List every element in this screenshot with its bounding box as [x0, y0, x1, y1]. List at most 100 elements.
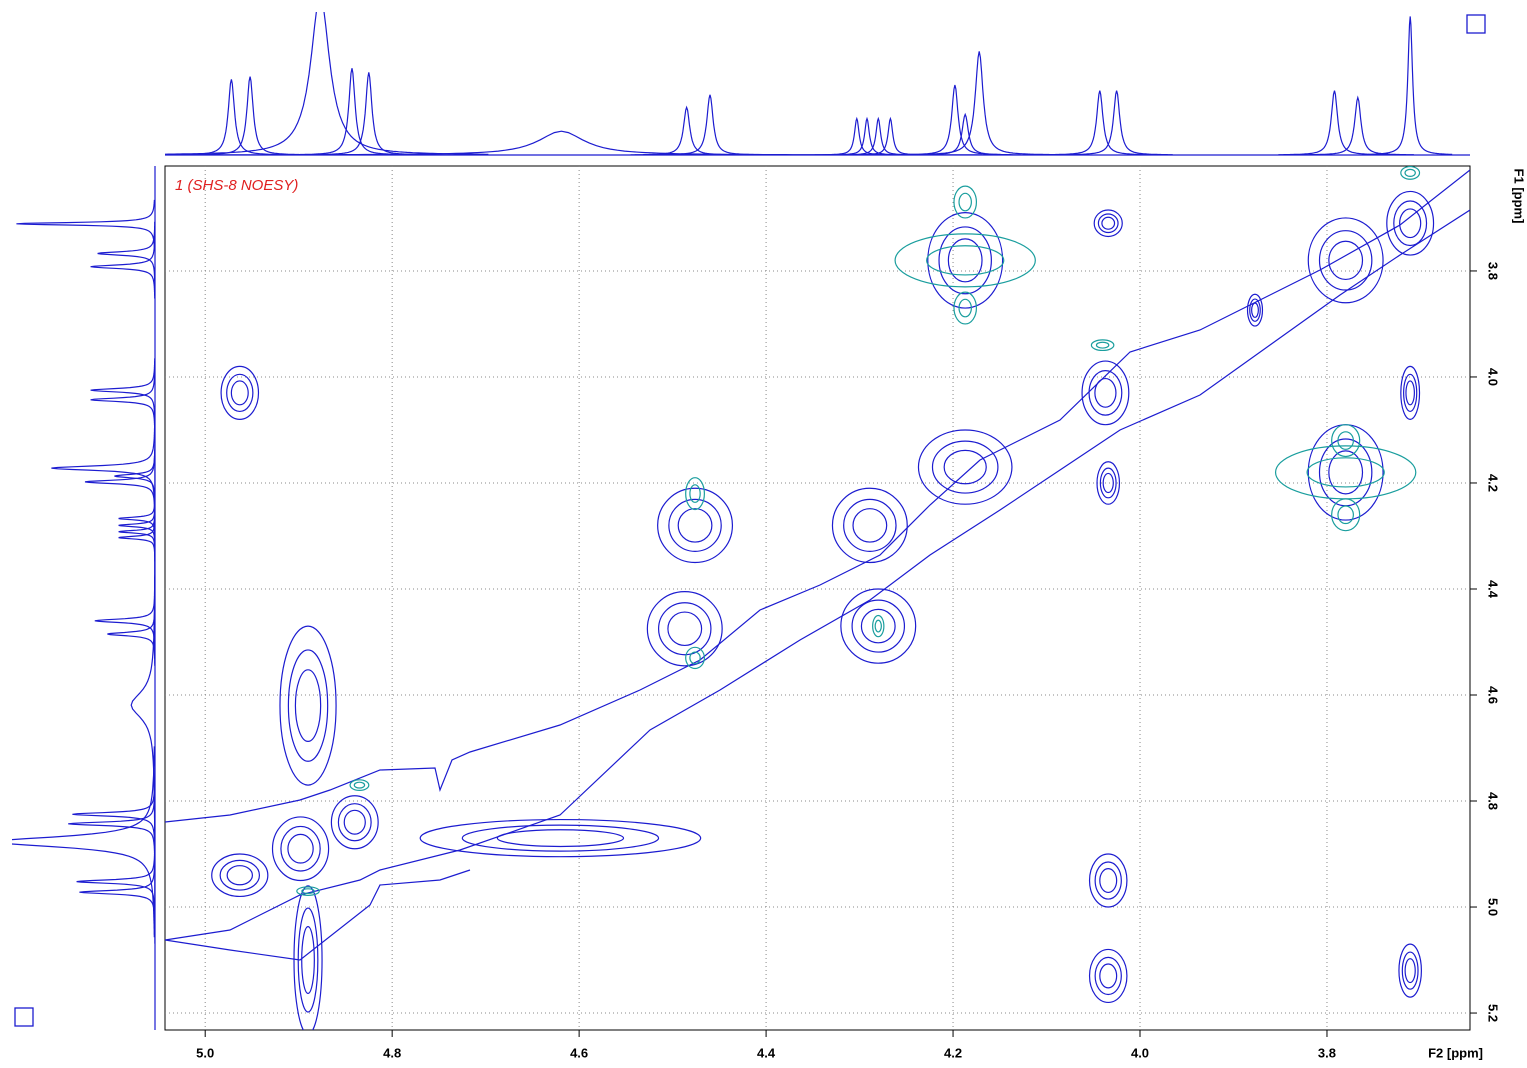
y-tick-label: 5.2 — [1486, 1004, 1501, 1022]
grid — [165, 166, 1470, 1030]
contour-peak — [1398, 943, 1422, 998]
contour-peak — [1246, 293, 1264, 327]
plot-frame — [164, 165, 1471, 1031]
x-tick-label: 4.6 — [570, 1045, 588, 1060]
projection-peak — [630, 105, 743, 156]
contour-peak — [337, 803, 372, 842]
contour-peak — [296, 886, 320, 896]
contour-peak — [1306, 457, 1385, 488]
contour-peak — [1404, 168, 1416, 177]
contour-peak — [297, 907, 319, 1013]
contour-peak — [1088, 853, 1128, 908]
contour-peak — [219, 859, 261, 891]
contour-peak — [931, 440, 999, 494]
contour-peak — [1094, 956, 1122, 996]
contour-peak — [1099, 963, 1118, 989]
projection-peak — [90, 368, 156, 432]
contour-peak — [685, 477, 705, 511]
contour-peak — [1401, 951, 1419, 990]
y-tick-label: 3.8 — [1486, 262, 1501, 280]
diagonal-band — [165, 169, 1470, 961]
projection-peak — [107, 602, 156, 666]
projection-peak — [79, 860, 156, 924]
contour-peak — [1094, 377, 1117, 408]
contour-peak — [496, 829, 625, 848]
projection-peak — [653, 94, 767, 156]
contour-peak — [1337, 505, 1354, 525]
contour-peak — [668, 498, 722, 552]
contour-peak — [1274, 445, 1417, 500]
contour-peak — [1400, 365, 1421, 420]
contour-peak — [220, 365, 260, 420]
projection-peak — [76, 849, 156, 914]
contour-peak — [646, 591, 723, 667]
contour-peak — [1088, 370, 1123, 416]
contour-peak — [293, 885, 323, 1030]
contour-peak — [1337, 431, 1354, 450]
contour-peak — [461, 824, 660, 852]
contour-peak — [1090, 339, 1115, 352]
contour-peak — [343, 809, 366, 835]
contour-peak — [1096, 461, 1121, 505]
contour-peak — [657, 602, 712, 656]
x-axis-label: F2 [ppm] — [1428, 1045, 1483, 1060]
contour-peak — [349, 779, 370, 792]
contour-peak — [226, 865, 254, 886]
contour-peak — [938, 226, 992, 295]
projection-peak — [1278, 90, 1391, 156]
contour-peak — [1318, 230, 1373, 291]
contour-peak — [872, 614, 885, 638]
diagonal-contour — [165, 869, 471, 961]
contour-peak — [953, 185, 978, 219]
x-tick-label: 4.4 — [757, 1045, 776, 1060]
contour-peak — [1404, 958, 1416, 984]
contour-peak — [1328, 450, 1364, 495]
top-projection — [165, 12, 1470, 156]
contour-peak — [1081, 360, 1130, 426]
contour-peak — [271, 816, 330, 882]
projection-peak — [90, 234, 156, 299]
diagonal-contour — [165, 209, 1470, 941]
contour-peak — [301, 926, 315, 995]
contour-peak — [840, 588, 917, 664]
contour-peak — [1099, 867, 1118, 894]
contour-peak — [685, 646, 705, 670]
x-tick-label: 4.0 — [1131, 1045, 1149, 1060]
projection-peak — [68, 792, 156, 856]
contour-peak — [287, 649, 329, 762]
contour-peak — [1099, 467, 1117, 499]
contour-peak — [1088, 948, 1128, 1004]
contour-peak — [1102, 472, 1114, 494]
projection-peak — [118, 501, 156, 550]
projection-peak — [1043, 90, 1156, 156]
projection-peak — [814, 116, 899, 156]
contour-peak — [279, 625, 337, 786]
contour-peak — [1328, 240, 1364, 281]
contour-peak — [1097, 213, 1119, 234]
projection-peak — [84, 450, 156, 514]
contour-peak — [353, 781, 366, 789]
contour-peak — [860, 608, 896, 644]
projection-peak — [72, 782, 156, 847]
contour-peak — [280, 825, 321, 872]
contour-peak — [1393, 200, 1428, 247]
contour-peak — [1251, 302, 1259, 318]
projection-peak — [836, 116, 921, 156]
projection-peak — [898, 84, 1011, 156]
contour-peak — [927, 212, 1004, 309]
projection-peak — [118, 513, 156, 562]
corner-icon[interactable] — [1466, 14, 1486, 34]
contour-peak — [843, 498, 897, 552]
y-tick-label: 4.2 — [1486, 474, 1501, 492]
contour-peak — [657, 487, 734, 564]
x-tick-label: 4.8 — [383, 1045, 401, 1060]
contour-peak — [1399, 208, 1422, 239]
contours — [211, 166, 1435, 1030]
chart-title: 1 (SHS-8 NOESY) — [175, 177, 298, 194]
contour-peak — [294, 669, 322, 742]
contour-peak — [287, 833, 314, 864]
corner-icon[interactable] — [14, 1007, 34, 1027]
projection-peak — [97, 221, 156, 286]
contour-peak — [1095, 341, 1110, 349]
